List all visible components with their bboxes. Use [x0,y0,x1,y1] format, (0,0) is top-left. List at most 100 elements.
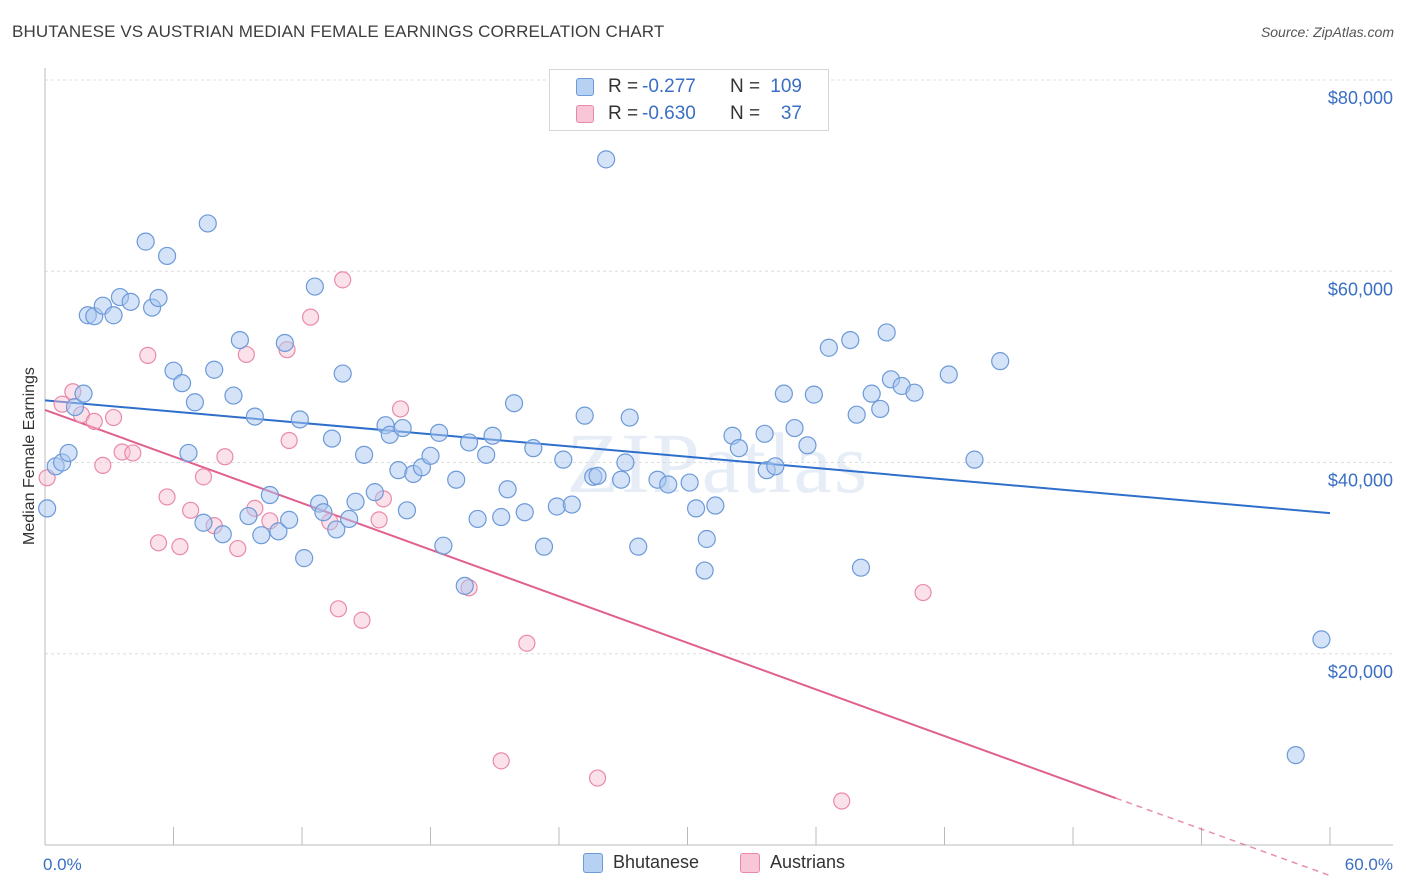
data-point-austrians [833,792,851,810]
data-point-bhutanese [121,292,140,311]
data-point-bhutanese [333,364,352,383]
data-point-bhutanese [504,394,524,413]
data-point-bhutanese [164,361,183,380]
y-tick-label: $60,000 [1328,279,1393,299]
source-label: Source: ZipAtlas.com [1260,24,1394,40]
data-point-austrians [370,511,388,529]
trend-line-austrians [44,408,1117,800]
data-point-austrians [139,346,157,364]
data-point-bhutanese [620,408,639,427]
data-point-bhutanese [322,429,342,448]
data-point-austrians [158,488,176,506]
legend-row-austrians: R = -0.630 N = 37 [576,102,802,126]
data-point-bhutanese [224,386,243,405]
data-point-bhutanese [477,445,496,464]
correlation-legend: R = -0.277 N = 109 R = -0.630 N = 37 [549,69,829,131]
data-point-bhutanese [252,526,271,545]
data-point-bhutanese [275,333,294,353]
data-point-bhutanese [686,499,706,518]
data-point-bhutanese [104,306,123,325]
data-point-bhutanese [260,485,279,505]
data-point-bhutanese [680,473,699,492]
data-point-bhutanese [239,506,258,526]
data-point-bhutanese [305,277,324,296]
x-tick-labels: 0.0% 60.0% [43,855,1393,874]
data-point-bhutanese [847,405,866,424]
data-point-bhutanese [295,549,314,568]
grid-lines [45,79,1393,655]
data-point-bhutanese [447,470,466,489]
legend-r-value: -0.277 [642,76,696,97]
data-point-bhutanese [785,418,804,438]
data-point-austrians [914,583,932,602]
data-point-bhutanese [862,384,881,403]
data-point-bhutanese [455,576,474,595]
data-point-austrians [334,271,352,289]
data-point-bhutanese [1312,630,1331,649]
data-point-bhutanese [397,501,417,520]
data-point-bhutanese [185,393,205,412]
data-point-bhutanese [393,418,412,438]
data-point-bhutanese [280,510,299,529]
data-point-bhutanese [616,453,635,472]
data-point-bhutanese [194,513,213,532]
data-point-bhutanese [314,503,333,522]
data-point-bhutanese [346,492,365,511]
data-point-bhutanese [706,496,725,515]
legend-label-bhutanese: Bhutanese [613,852,700,872]
legend-n-value: 109 [770,76,802,97]
data-point-austrians [216,448,234,466]
data-point-bhutanese [965,450,984,469]
data-point-bhutanese [841,331,860,350]
data-point-austrians [329,600,348,618]
legend-n-label: N = [730,103,761,124]
data-point-bhutanese [59,443,78,463]
data-point-bhutanese [483,426,502,445]
data-point-bhutanese [340,509,359,529]
data-point-bhutanese [562,495,581,514]
legend-swatch-austrians [576,105,594,123]
data-point-bhutanese [905,383,924,402]
data-point-bhutanese [172,374,192,393]
data-point-bhutanese [1286,746,1305,765]
data-point-bhutanese [629,537,648,556]
data-point-austrians [588,769,607,787]
data-point-bhutanese [459,433,479,452]
data-point-bhutanese [939,365,958,384]
x-tick-label: 60.0% [1345,855,1393,874]
data-point-bhutanese [245,407,264,426]
legend-label-austrians: Austrians [770,852,846,872]
data-point-bhutanese [213,525,232,544]
data-point-bhutanese [804,385,823,404]
data-point-bhutanese [136,232,155,251]
data-point-austrians [124,444,142,462]
data-point-austrians [301,308,320,326]
data-point-bhutanese [766,457,785,476]
data-point-bhutanese [774,384,793,403]
data-point-austrians [280,431,298,450]
data-point-austrians [492,752,510,770]
data-point-austrians [85,412,103,430]
data-point-bhutanese [149,288,168,308]
data-point-bhutanese [524,439,543,458]
data-point-austrians [104,408,123,427]
data-point-bhutanese [991,352,1010,371]
data-point-bhutanese [697,529,716,549]
data-point-bhutanese [515,503,534,522]
data-point-bhutanese [877,323,896,342]
legend-r-label: R = [608,103,639,124]
x-tick-label: 0.0% [43,855,82,874]
legend-item-austrians: Austrians [740,852,845,873]
y-tick-label: $80,000 [1328,88,1393,108]
data-point-bhutanese [179,443,198,463]
data-point-austrians [194,468,213,486]
legend-item-bhutanese: Bhutanese [583,852,699,873]
data-point-austrians [229,539,247,558]
data-point-bhutanese [588,466,607,485]
legend-n-label: N = [730,76,761,97]
data-point-bhutanese [871,399,890,419]
data-point-bhutanese [389,461,408,480]
legend-swatch-bhutanese [576,78,594,96]
data-point-bhutanese [851,558,871,577]
legend-r-value: -0.630 [642,103,696,124]
